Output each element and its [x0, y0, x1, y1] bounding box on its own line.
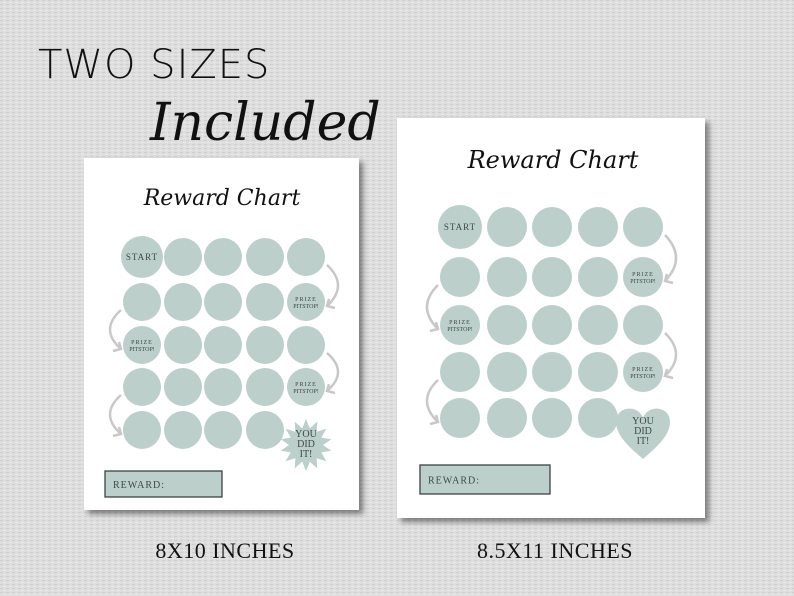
- arrow-head-icon: [325, 298, 336, 310]
- prize-label: PITSTOP!: [447, 327, 473, 333]
- prize-label: PITSTOP!: [630, 279, 656, 285]
- arrow-head-icon: [112, 426, 123, 438]
- progress-circle: [532, 257, 572, 297]
- progress-circle: [123, 411, 161, 449]
- chart-8-5x11: Reward ChartSTARTPRIZEPITSTOP!PRIZEPITST…: [397, 118, 705, 518]
- progress-circle: [532, 352, 572, 392]
- start-label: START: [126, 252, 158, 262]
- finish-label: YOU: [632, 416, 654, 427]
- progress-circle: [204, 283, 242, 321]
- prize-label: PITSTOP!: [293, 304, 319, 310]
- curved-arrow-icon: [425, 379, 439, 423]
- arrow-head-icon: [429, 321, 440, 333]
- prize-label: PRIZE: [295, 382, 317, 388]
- arrow-head-icon: [663, 273, 674, 285]
- reward-box: [104, 470, 223, 498]
- progress-circle: [246, 283, 284, 321]
- progress-circle: [487, 207, 527, 247]
- chart-title: Reward Chart: [143, 186, 301, 211]
- finish-label: IT!: [637, 436, 650, 447]
- curved-arrow-icon: [664, 332, 678, 377]
- progress-circle: [287, 368, 325, 406]
- progress-circle: [487, 352, 527, 392]
- progress-circle: [204, 326, 242, 364]
- curved-arrow-icon: [108, 394, 122, 435]
- progress-circle: [623, 207, 663, 247]
- chart-8x10: Reward ChartSTARTPRIZEPITSTOP!PRIZEPITST…: [84, 158, 359, 510]
- progress-circle: [440, 398, 480, 438]
- curved-arrow-icon: [664, 234, 678, 282]
- progress-circle: [164, 283, 202, 321]
- progress-circle: [121, 236, 163, 278]
- progress-circle: [438, 205, 482, 249]
- prize-label: PITSTOP!: [293, 389, 319, 395]
- progress-circle: [204, 238, 242, 276]
- progress-circle: [204, 411, 242, 449]
- finish-label: YOU: [295, 429, 317, 440]
- progress-circle: [204, 368, 242, 406]
- progress-circle: [440, 257, 480, 297]
- finish-label: IT!: [300, 449, 313, 460]
- progress-circle: [287, 283, 325, 321]
- progress-circle: [246, 368, 284, 406]
- progress-circle: [123, 368, 161, 406]
- headline-included: Included: [149, 93, 381, 153]
- progress-circle: [164, 326, 202, 364]
- progress-circle: [123, 283, 161, 321]
- heart-badge-icon: [616, 408, 670, 459]
- arrow-head-icon: [429, 414, 440, 426]
- progress-circle: [578, 398, 618, 438]
- progress-circle: [440, 352, 480, 392]
- prize-label: PRIZE: [295, 297, 317, 303]
- progress-circle: [487, 257, 527, 297]
- progress-circle: [623, 257, 663, 297]
- start-label: START: [444, 222, 476, 232]
- reward-label: REWARD:: [428, 476, 480, 487]
- prize-label: PITSTOP!: [129, 347, 155, 353]
- progress-circle: [287, 326, 325, 364]
- progress-circle: [487, 398, 527, 438]
- prize-label: PRIZE: [131, 340, 153, 346]
- progress-circle: [578, 207, 618, 247]
- arrow-head-icon: [112, 341, 123, 353]
- progress-circle: [578, 352, 618, 392]
- chart-title: Reward Chart: [467, 146, 639, 174]
- headline-two-sizes: TWO SIZES: [38, 42, 270, 88]
- progress-circle: [246, 326, 284, 364]
- progress-circle: [164, 411, 202, 449]
- reward-box: [419, 464, 551, 495]
- arrow-head-icon: [663, 368, 674, 380]
- prize-label: PRIZE: [449, 320, 471, 326]
- finish-label: DID: [634, 426, 652, 437]
- progress-circle: [123, 326, 161, 364]
- starburst-badge-icon: [280, 419, 332, 471]
- curved-arrow-icon: [425, 284, 439, 330]
- progress-circle: [623, 305, 663, 345]
- progress-circle: [578, 305, 618, 345]
- curved-arrow-icon: [326, 264, 340, 307]
- arrow-head-icon: [325, 383, 336, 395]
- prize-label: PRIZE: [632, 367, 654, 373]
- progress-circle: [623, 352, 663, 392]
- progress-circle: [246, 411, 284, 449]
- progress-circle: [164, 238, 202, 276]
- caption-8x10: 8X10 INCHES: [155, 538, 294, 563]
- progress-circle: [532, 398, 572, 438]
- finish-label: DID: [297, 439, 315, 450]
- curved-arrow-icon: [108, 309, 122, 350]
- progress-circle: [532, 207, 572, 247]
- progress-circle: [578, 257, 618, 297]
- prize-label: PRIZE: [632, 272, 654, 278]
- reward-label: REWARD:: [113, 480, 165, 491]
- caption-8-5x11: 8.5X11 INCHES: [477, 538, 633, 563]
- progress-circle: [287, 238, 325, 276]
- progress-circle: [246, 238, 284, 276]
- prize-label: PITSTOP!: [630, 374, 656, 380]
- progress-circle: [164, 368, 202, 406]
- progress-circle: [487, 305, 527, 345]
- curved-arrow-icon: [326, 352, 340, 392]
- progress-circle: [532, 305, 572, 345]
- progress-circle: [440, 305, 480, 345]
